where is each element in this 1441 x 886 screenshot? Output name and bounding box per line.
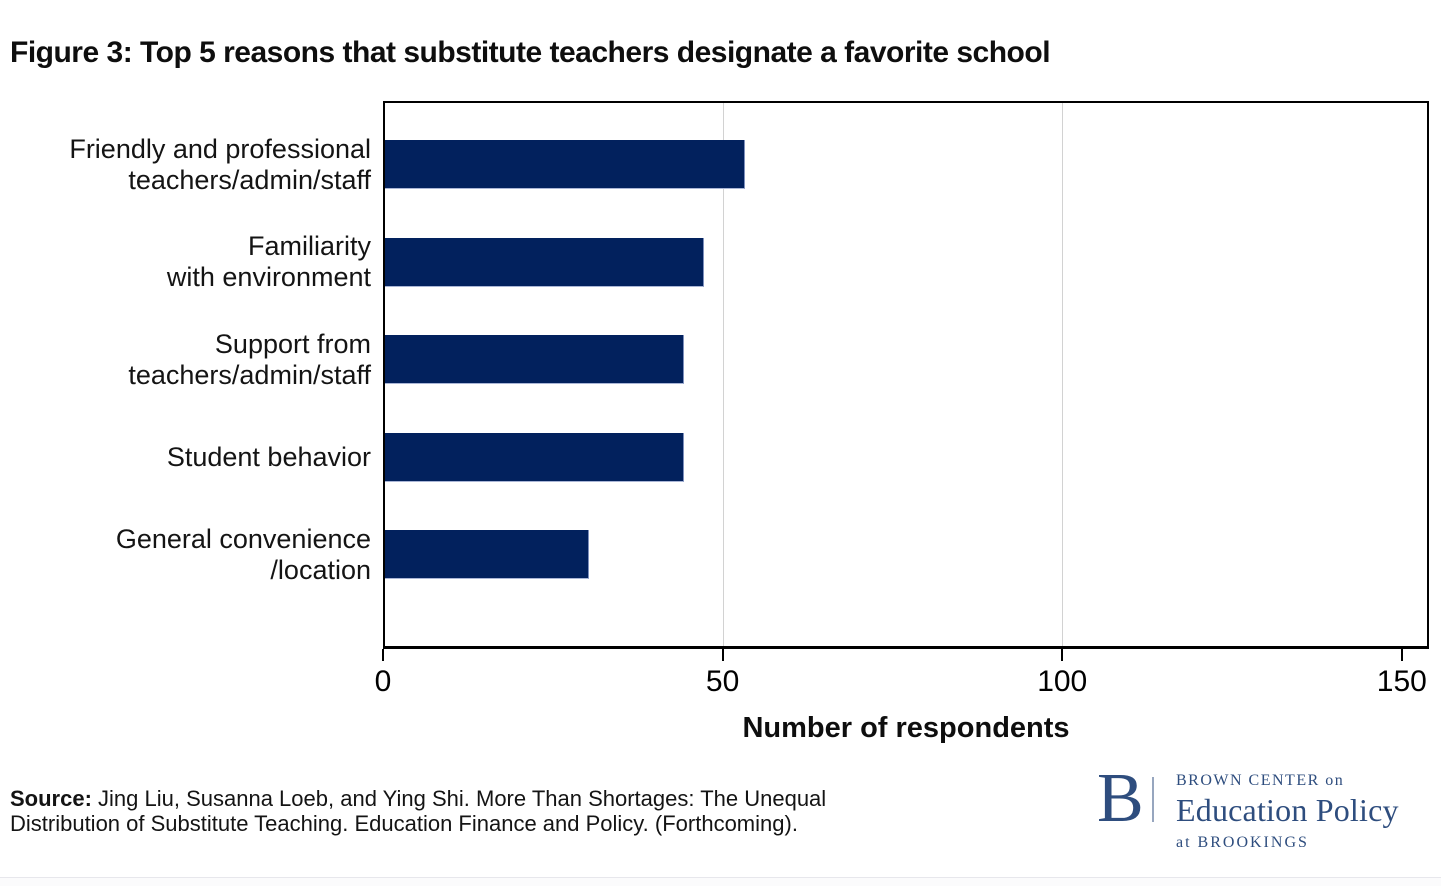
logo-divider: [1152, 777, 1154, 822]
logo-brown-center-line: BROWN CENTER on: [1176, 772, 1345, 789]
figure-title: Figure 3: Top 5 reasons that substitute …: [10, 36, 1051, 69]
x-gridline: [1062, 103, 1064, 646]
logo-at-brookings-line: at BROOKINGS: [1176, 834, 1309, 851]
x-tick-label: 150: [1376, 665, 1427, 698]
category-label-line: teachers/admin/staff: [128, 359, 371, 390]
category-label: Friendly and professional teachers/admin/…: [69, 134, 371, 196]
category-label-line: Friendly and professional: [69, 133, 371, 164]
x-tick-label: 0: [374, 665, 392, 698]
category-label-line: General convenience: [115, 523, 371, 554]
logo-letter-b: B: [1097, 760, 1144, 837]
category-label-line: with environment: [166, 262, 371, 293]
x-axis-title: Number of respondents: [742, 712, 1070, 744]
bar: [385, 432, 684, 482]
category-label-line: Student behavior: [166, 441, 371, 472]
x-tick-label: 100: [1037, 665, 1088, 698]
x-gridline: [722, 103, 724, 646]
logo-text-block: BROWN CENTER on Education Policy at BROO…: [1176, 772, 1399, 852]
category-label: Support from teachers/admin/staff: [128, 329, 371, 391]
bar: [385, 335, 684, 385]
x-tick: [382, 649, 384, 661]
bar: [385, 237, 704, 287]
source-label: Source:: [10, 786, 92, 811]
brookings-logo: B BROWN CENTER on Education Policy at BR…: [1097, 758, 1427, 858]
source-text-line1: Jing Liu, Susanna Loeb, and Ying Shi. Mo…: [91, 786, 827, 811]
x-tick: [1400, 649, 1403, 661]
bar: [385, 140, 745, 189]
source-note: Source: Jing Liu, Susanna Loeb, and Ying…: [10, 786, 990, 836]
page-bottom-border: [0, 877, 1441, 886]
category-label-line: /location: [270, 554, 371, 585]
x-tick-label: 50: [705, 665, 740, 698]
category-label: General convenience/location: [116, 524, 371, 586]
x-tick: [1061, 649, 1064, 661]
source-text-line2: Distribution of Substitute Teaching. Edu…: [10, 811, 798, 836]
category-label: Familiarity with environment: [167, 231, 371, 293]
category-label-line: Support from: [214, 328, 371, 359]
plot-area: [383, 101, 1429, 649]
category-label-line: teachers/admin/staff: [128, 164, 371, 195]
bar: [385, 530, 589, 580]
category-label: Student behavior: [167, 442, 371, 473]
x-tick: [721, 649, 724, 661]
category-label-line: Familiarity: [247, 231, 371, 262]
logo-education-policy-line: Education Policy: [1176, 792, 1399, 828]
